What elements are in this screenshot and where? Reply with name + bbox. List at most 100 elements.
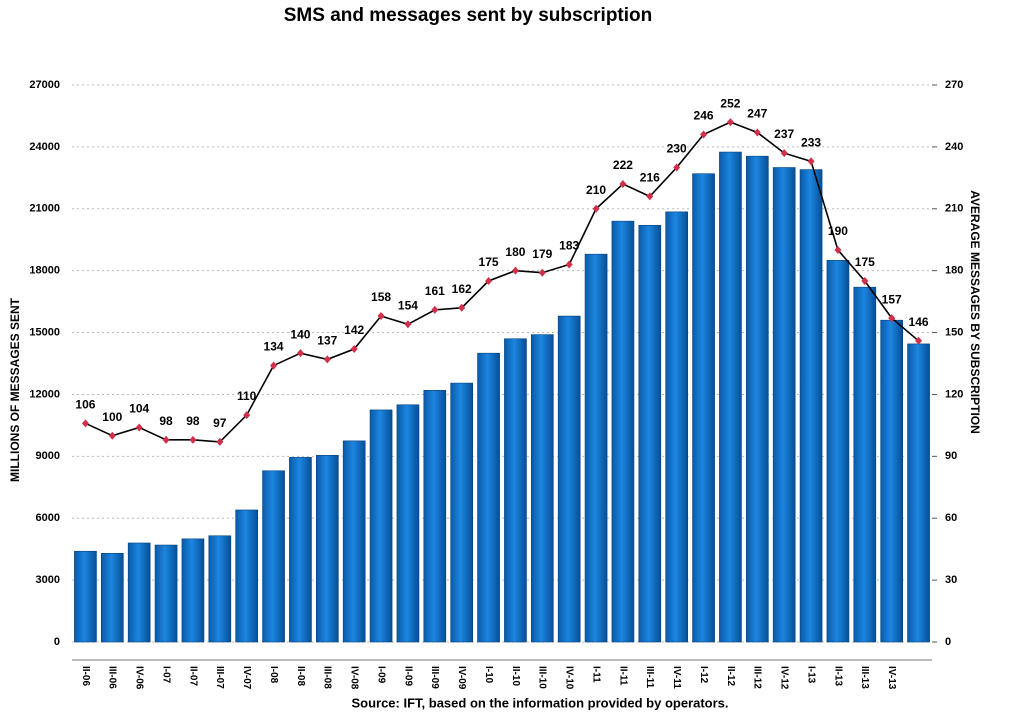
data-label: 100 [102, 410, 122, 424]
bar [235, 509, 259, 643]
data-label: 216 [640, 171, 660, 185]
bar [477, 352, 500, 643]
marker [888, 314, 896, 323]
x-tick-label: II-08 [295, 666, 306, 686]
bar [880, 319, 904, 643]
y2-tick-label: 120 [945, 388, 963, 400]
bar [557, 315, 581, 643]
bar [450, 382, 474, 643]
data-label: 180 [505, 245, 525, 259]
x-tick-label: II-06 [80, 666, 91, 686]
marker [780, 149, 788, 158]
marker [726, 118, 734, 127]
x-tick-label: II-09 [402, 666, 413, 686]
data-label: 97 [213, 416, 227, 430]
data-label: 154 [398, 298, 418, 312]
y2-tick-label: 180 [945, 265, 963, 277]
x-tick-label: III-09 [429, 666, 440, 689]
x-tick-label: I-11 [590, 666, 601, 683]
marker [565, 260, 573, 269]
data-label: 237 [774, 127, 794, 141]
marker [538, 268, 546, 277]
x-tick-label: IV-10 [564, 666, 575, 690]
y2-tick-label: 150 [945, 326, 963, 338]
bar [772, 167, 796, 643]
bar [369, 409, 393, 643]
data-label: 222 [613, 158, 633, 172]
y-tick-label: 3000 [36, 574, 60, 586]
marker [458, 303, 466, 312]
x-tick-label: IV-07 [241, 666, 252, 690]
data-label: 247 [747, 107, 767, 121]
bar [154, 544, 178, 643]
data-label: 140 [290, 327, 310, 341]
data-label: 106 [75, 397, 95, 411]
marker [673, 163, 681, 172]
y-tick-label: 15000 [29, 326, 60, 338]
bar [423, 390, 447, 643]
marker [189, 435, 197, 444]
marker [700, 130, 708, 139]
marker [619, 180, 627, 189]
bar [289, 457, 312, 643]
marker [323, 355, 331, 364]
y2-tick-label: 30 [945, 574, 957, 586]
data-label: 233 [801, 136, 821, 150]
bar [315, 455, 339, 643]
marker [404, 320, 412, 329]
y2-tick-label: 210 [945, 203, 963, 215]
chart-title: SMS and messages sent by subscription [284, 5, 653, 26]
marker [915, 336, 923, 345]
marker [243, 411, 251, 420]
source: Source: IFT, based on the information pr… [351, 695, 728, 710]
bar [907, 343, 930, 643]
x-tick-label: IV-06 [134, 666, 145, 690]
bar [584, 253, 608, 643]
bar [208, 535, 232, 643]
marker [162, 435, 170, 444]
x-tick-label: IV-12 [779, 666, 790, 690]
x-tick-label: I-08 [268, 666, 279, 684]
y-tick-label: 21000 [29, 203, 60, 215]
x-tick-label: III-13 [859, 666, 870, 689]
bar [127, 542, 151, 643]
data-label: 157 [882, 292, 902, 306]
marker [81, 419, 89, 428]
marker [108, 431, 116, 440]
x-tick-label: I-13 [805, 666, 816, 684]
bar [396, 404, 420, 643]
data-label: 134 [264, 340, 284, 354]
marker [807, 157, 815, 166]
x-tick-label: III-12 [752, 666, 763, 689]
data-label: 110 [237, 389, 257, 403]
x-tick-label: II-11 [617, 666, 628, 686]
marker [861, 276, 869, 285]
x-tick-label: II-13 [832, 666, 843, 686]
x-tick-label: II-07 [187, 666, 198, 686]
y-tick-label: 6000 [36, 512, 60, 524]
data-label: 230 [667, 142, 687, 156]
bar [611, 220, 635, 643]
marker [216, 437, 224, 446]
y-tick-label: 27000 [29, 79, 60, 91]
x-tick-label: IV-13 [886, 666, 897, 690]
marker [753, 128, 761, 137]
y-tick-label: 9000 [36, 450, 60, 462]
data-label: 175 [479, 255, 499, 269]
y2-tick-label: 270 [945, 79, 963, 91]
x-tick-label: I-10 [483, 666, 494, 684]
data-label: 98 [159, 414, 173, 428]
bar [530, 334, 554, 643]
x-tick-label: I-12 [698, 666, 709, 684]
bar [342, 440, 366, 643]
bar [181, 538, 205, 643]
marker [485, 276, 493, 285]
y2-tick-label: 90 [945, 450, 957, 462]
data-label: 179 [532, 247, 552, 261]
data-label: 162 [452, 282, 472, 296]
bar [504, 338, 527, 643]
data-label: 161 [425, 284, 445, 298]
bar [799, 169, 823, 643]
bar [745, 155, 769, 643]
data-label: 175 [855, 255, 875, 269]
